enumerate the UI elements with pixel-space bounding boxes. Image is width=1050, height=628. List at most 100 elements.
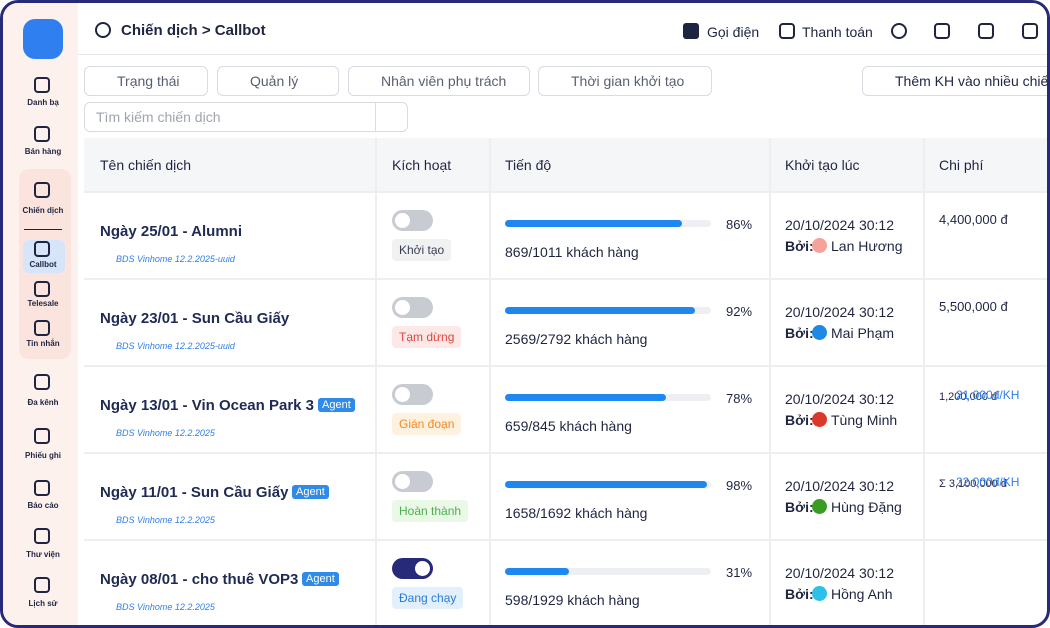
nav-icon[interactable] bbox=[34, 577, 50, 593]
progress-label: 31% bbox=[726, 565, 753, 580]
campaign-name[interactable]: Ngày 11/01 - Sun Cầu Giấy bbox=[100, 484, 289, 501]
row-divider bbox=[84, 191, 1047, 193]
action[interactable]: Gọi điện bbox=[707, 24, 760, 40]
nav-icon[interactable] bbox=[34, 126, 50, 142]
by-label: Bởi: bbox=[785, 238, 814, 254]
filter[interactable]: Quản lý bbox=[217, 66, 339, 96]
campaign-name[interactable]: Ngày 08/01 - cho thuê VOP3 bbox=[100, 571, 299, 588]
nav-label[interactable]: Lịch sử bbox=[28, 599, 58, 608]
source: BDS Vinhome 12.2.2025 bbox=[116, 515, 215, 525]
filter[interactable]: Thời gian khởi tạo bbox=[538, 66, 712, 96]
icon[interactable] bbox=[934, 23, 950, 39]
status-badge: Gián đoạn bbox=[392, 413, 462, 435]
nav-icon[interactable] bbox=[34, 480, 50, 496]
icon bbox=[683, 23, 699, 39]
nav-icon[interactable] bbox=[34, 428, 50, 444]
source: BDS Vinhome 12.2.2025 bbox=[116, 428, 215, 438]
progress-label: 92% bbox=[726, 304, 753, 319]
progress-bar bbox=[505, 307, 695, 314]
progress-count: 2569/2792 khách hàng bbox=[505, 331, 648, 347]
progress-count: 1658/1692 khách hàng bbox=[505, 505, 648, 521]
creator: Hùng Đặng bbox=[831, 499, 902, 515]
nav-icon[interactable] bbox=[34, 182, 50, 198]
agent-tag: Agent bbox=[318, 398, 355, 412]
column-header: Tiến độ bbox=[505, 157, 552, 173]
source: BDS Vinhome 12.2.2025 bbox=[116, 602, 215, 612]
avatar bbox=[812, 238, 827, 253]
row-divider bbox=[84, 278, 1047, 280]
icon[interactable] bbox=[1022, 23, 1038, 39]
progress-bar bbox=[505, 220, 683, 227]
nav-label[interactable]: Phiếu ghi bbox=[25, 451, 61, 460]
column-header: Chi phí bbox=[939, 157, 984, 173]
column-divider bbox=[489, 138, 491, 625]
creator: Lan Hương bbox=[831, 238, 903, 254]
filter[interactable]: Trạng thái bbox=[84, 66, 208, 96]
nav-icon[interactable] bbox=[34, 281, 50, 297]
created-at: 20/10/2024 30:12 bbox=[785, 304, 894, 320]
icon bbox=[95, 22, 111, 38]
cost: 5,500,000 đ bbox=[939, 299, 1008, 314]
nav-label[interactable]: Bán hàng bbox=[24, 147, 62, 156]
column-header: Kích hoạt bbox=[392, 157, 452, 173]
agent-tag: Agent bbox=[292, 485, 329, 499]
by-label: Bởi: bbox=[785, 586, 814, 602]
status-badge: Đang chạy bbox=[392, 587, 464, 609]
progress-label: 86% bbox=[726, 217, 753, 232]
add-button[interactable]: Thêm KH vào nhiều chiến dịch bbox=[862, 66, 1047, 96]
campaign-name[interactable]: Ngày 13/01 - Vin Ocean Park 3 bbox=[100, 397, 315, 414]
nav-label[interactable]: Telesale bbox=[27, 299, 59, 308]
nav-label[interactable]: Đa kênh bbox=[27, 398, 59, 407]
progress-count: 659/845 khách hàng bbox=[505, 418, 632, 434]
nav-label[interactable]: Chiến dịch bbox=[22, 206, 64, 215]
campaign-name[interactable]: Ngày 23/01 - Sun Cầu Giấy bbox=[100, 310, 290, 327]
progress-track bbox=[505, 568, 711, 575]
toggle-knob bbox=[395, 213, 410, 228]
cost-per-customer: 22.000đ/KH bbox=[956, 475, 1020, 489]
status-badge: Tạm dừng bbox=[392, 326, 462, 348]
created-at: 20/10/2024 30:12 bbox=[785, 565, 894, 581]
nav-label[interactable]: Callbot bbox=[29, 260, 57, 269]
nav-label[interactable]: Tin nhắn bbox=[26, 339, 60, 348]
top-bar bbox=[78, 3, 1047, 55]
progress-bar bbox=[505, 394, 666, 401]
by-label: Bởi: bbox=[785, 499, 814, 515]
action[interactable]: Thanh toán bbox=[802, 24, 873, 40]
creator: Tùng Minh bbox=[831, 412, 898, 428]
toggle-knob bbox=[415, 561, 430, 576]
avatar bbox=[812, 412, 827, 427]
nav-label[interactable]: Báo cáo bbox=[27, 501, 59, 510]
nav-icon[interactable] bbox=[34, 320, 50, 336]
divider bbox=[24, 229, 62, 230]
progress-label: 98% bbox=[726, 478, 753, 493]
row-divider bbox=[84, 365, 1047, 367]
campaign-name[interactable]: Ngày 25/01 - Alumni bbox=[100, 223, 242, 240]
nav-label[interactable]: Danh bạ bbox=[27, 98, 59, 107]
avatar bbox=[812, 325, 827, 340]
icon[interactable] bbox=[978, 23, 994, 39]
avatar bbox=[812, 586, 827, 601]
nav-icon[interactable] bbox=[34, 374, 50, 390]
creator: Mai Phạm bbox=[831, 325, 895, 341]
column-header: Tên chiến dịch bbox=[100, 157, 192, 173]
nav-icon[interactable] bbox=[34, 528, 50, 544]
progress-bar bbox=[505, 481, 707, 488]
creator: Hồng Anh bbox=[831, 586, 893, 602]
icon[interactable] bbox=[891, 23, 907, 39]
progress-count: 869/1011 khách hàng bbox=[505, 244, 639, 260]
nav-label[interactable]: Thư viện bbox=[26, 550, 60, 559]
search-button[interactable] bbox=[375, 102, 408, 132]
agent-tag: Agent bbox=[302, 572, 339, 586]
cost: Σ 3,100,000 đ bbox=[939, 478, 1007, 490]
toggle-knob bbox=[395, 474, 410, 489]
nav-icon[interactable] bbox=[34, 241, 50, 257]
cost-per-customer: 21.000đ/KH bbox=[956, 388, 1020, 402]
progress-label: 78% bbox=[726, 391, 753, 406]
status-badge: Khởi tạo bbox=[392, 239, 452, 261]
search-input[interactable]: Tìm kiếm chiến dịch bbox=[84, 102, 376, 132]
nav-icon[interactable] bbox=[34, 77, 50, 93]
filter[interactable]: Nhân viên phụ trách bbox=[348, 66, 530, 96]
toggle-knob bbox=[395, 300, 410, 315]
icon bbox=[779, 23, 795, 39]
